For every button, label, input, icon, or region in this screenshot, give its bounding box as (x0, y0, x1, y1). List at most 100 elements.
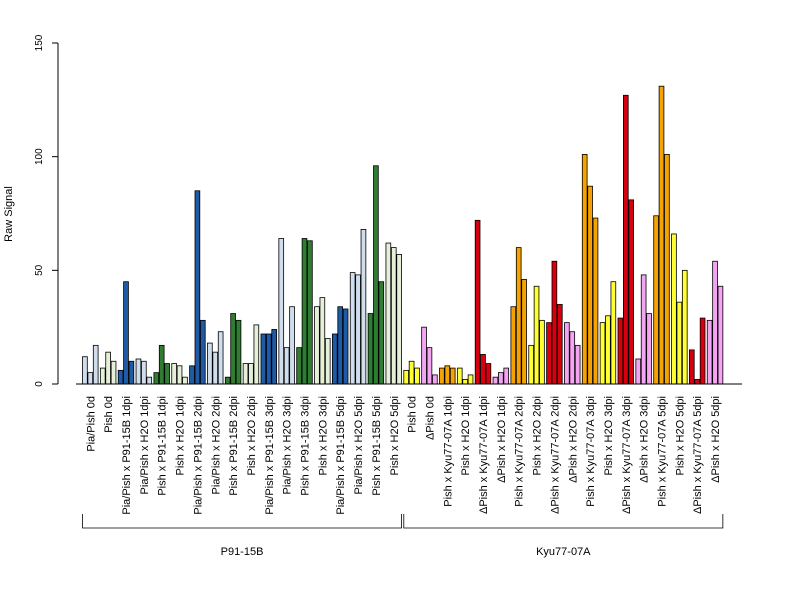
bar (712, 260, 718, 385)
bar (342, 308, 349, 385)
x-tick-label: ΔPish x Kyu77-07A 3dpi (621, 396, 633, 514)
bar (331, 333, 338, 385)
y-axis-label: Raw Signal (3, 186, 15, 242)
bar (699, 317, 706, 385)
y-tick-label: 50 (34, 264, 45, 276)
bar (533, 285, 540, 385)
bar (706, 319, 713, 385)
bar (610, 281, 617, 385)
x-tick-label: Pish 0d (103, 396, 115, 433)
bar (360, 229, 367, 385)
bar (426, 347, 433, 385)
bar (492, 376, 499, 385)
bar (581, 153, 588, 385)
bar (617, 317, 624, 385)
bar (349, 272, 356, 385)
bar (242, 363, 249, 385)
bar (474, 219, 481, 385)
bar (599, 322, 606, 385)
bar (521, 279, 527, 385)
x-tick-label: Pish x H2O 1dpi (175, 396, 187, 475)
bar (449, 367, 456, 385)
bar (99, 367, 106, 385)
bar (235, 319, 242, 385)
bar (396, 254, 402, 385)
bar (546, 322, 552, 385)
x-tick-label: Pia/Pish x H2O 5dpi (353, 396, 365, 494)
bar (485, 363, 492, 385)
bar (378, 281, 385, 385)
bar (515, 247, 522, 385)
bar (564, 322, 570, 385)
x-tick-label: ΔPish x Kyu77-07A 1dpi (478, 396, 490, 514)
y-tick-label: 150 (34, 34, 45, 51)
x-tick-label: Pia/Pish x P91-15B 1dpi (121, 396, 133, 515)
y-tick-label: 0 (34, 381, 45, 387)
bar (510, 306, 517, 385)
bar (408, 360, 415, 385)
bar (265, 333, 272, 385)
bar (141, 360, 147, 385)
bar (301, 238, 308, 385)
x-tick-label: Pia/Pish x H2O 1dpi (139, 396, 151, 494)
x-tick-label: Pish x Kyu77-07A 3dpi (585, 396, 597, 507)
x-tick-label: Pish 0d (407, 396, 419, 433)
bar (87, 372, 94, 385)
x-tick-label: ΔPish x H2O 5dpi (710, 396, 722, 483)
x-tick-label: Pish x H2O 2dpi (532, 396, 544, 475)
x-tick-label: Pia/Pish x P91-15B 2dpi (192, 396, 204, 515)
x-tick-label: Pish x Kyu77-07A 2dpi (514, 396, 526, 507)
x-tick-label: Pia/Pish 0d (85, 396, 97, 452)
bar (421, 326, 427, 385)
bar (283, 347, 290, 385)
bar (539, 319, 545, 385)
bar (212, 351, 219, 385)
x-tick-label: Pish x H2O 1dpi (460, 396, 472, 475)
x-tick-label: Pish x H2O 5dpi (389, 396, 401, 475)
x-tick-label: ΔPish 0d (424, 396, 436, 440)
x-tick-label: ΔPish x H2O 3dpi (639, 396, 651, 483)
bar (587, 185, 593, 385)
bar (480, 354, 486, 385)
bar (605, 315, 611, 385)
bar (289, 306, 295, 385)
bar (462, 379, 468, 385)
bar (314, 306, 320, 385)
x-tick-label: ΔPish x Kyu77-07A 2dpi (549, 396, 561, 514)
bar (503, 367, 510, 385)
bar (444, 365, 451, 385)
bar (498, 372, 504, 385)
bar (528, 344, 534, 385)
x-tick-label: Pish x H2O 3dpi (603, 396, 615, 475)
bar (658, 85, 665, 385)
bar (403, 369, 409, 385)
bar (574, 344, 581, 385)
bar (307, 240, 313, 385)
bar (569, 331, 576, 385)
bar (189, 365, 195, 385)
x-tick-label: ΔPish x H2O 1dpi (496, 396, 508, 483)
bar (248, 363, 254, 385)
x-tick-label: Pia/Pish x P91-15B 3dpi (264, 396, 276, 515)
bar (253, 324, 260, 385)
x-tick-label: ΔPish x H2O 2dpi (567, 396, 579, 483)
bar (653, 215, 659, 385)
bar (199, 319, 206, 385)
bar (439, 367, 445, 385)
bar (117, 369, 124, 385)
bar (681, 269, 688, 385)
bar (296, 347, 302, 385)
bar (105, 351, 111, 385)
x-tick-label: Pia/Pish x H2O 3dpi (282, 396, 294, 494)
bar (390, 247, 397, 385)
x-tick-label: Pish x Kyu77-07A 1dpi (442, 396, 454, 507)
x-tick-labels: Pia/Pish 0d Pish 0d Pia/Pish x P91-15B 1dp… (85, 396, 722, 515)
x-tick-label: Pish x H2O 3dpi (317, 396, 329, 475)
bar (146, 376, 153, 385)
bar (373, 165, 379, 385)
bar (217, 331, 224, 385)
bar (158, 344, 165, 385)
bar (640, 274, 647, 385)
bar (385, 242, 392, 385)
